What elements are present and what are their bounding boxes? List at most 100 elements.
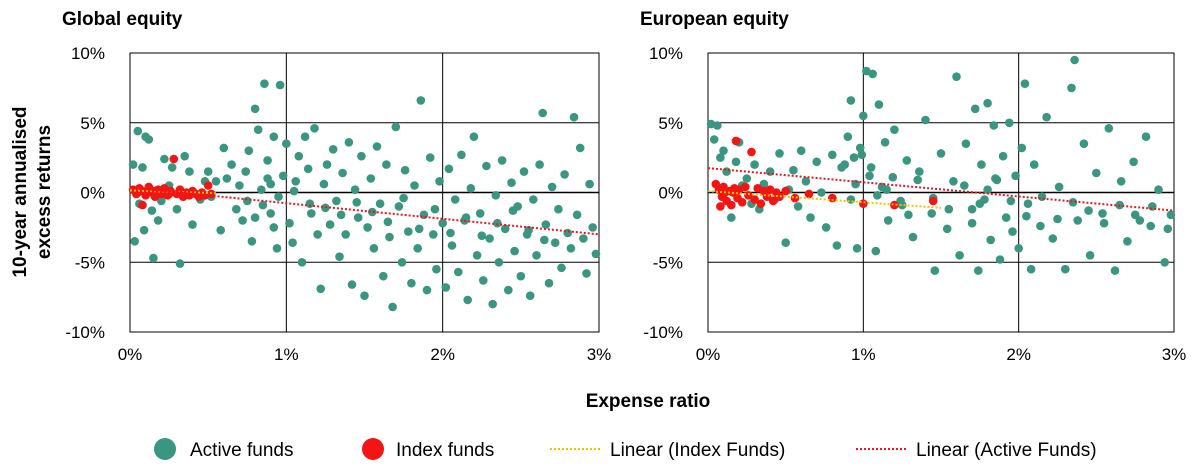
active-fund-point [727, 213, 736, 222]
active-fund-point [497, 156, 507, 165]
active-fund-point [538, 108, 547, 118]
active-fund-point [585, 179, 594, 189]
active-fund-point [352, 198, 362, 207]
active-fund-point [263, 174, 272, 183]
active-fund-point [921, 115, 930, 125]
index-fund-point [133, 188, 143, 197]
active-fund-point [472, 251, 482, 260]
active-fund-point [930, 266, 940, 275]
active-fund-point [983, 98, 992, 108]
active-fund-point [544, 278, 554, 288]
active-fund-point [986, 235, 995, 245]
index-fund-point [169, 154, 179, 164]
index-fund-point [716, 202, 725, 211]
active-fund-point [851, 179, 860, 189]
active-fund-point [890, 125, 899, 134]
active-fund-point [300, 132, 310, 141]
y-tick-labels-global: 10% 5% 0% -5% -10% [65, 44, 105, 342]
active-fund-point [865, 171, 874, 181]
index-fund-point [138, 200, 147, 210]
active-fund-point [294, 151, 304, 161]
active-fund-point [425, 153, 435, 162]
active-fund-point [332, 196, 341, 206]
active-fund-point [341, 230, 351, 239]
active-fund-point [454, 267, 463, 277]
active-fund-point [560, 170, 569, 179]
active-fund-point [960, 181, 969, 190]
active-fund-point [272, 244, 282, 253]
active-fund-point [416, 96, 426, 105]
index-fund-point [727, 200, 736, 210]
active-fund-point [1079, 139, 1089, 148]
active-fund-point [1067, 83, 1076, 93]
active-fund-point [1037, 192, 1047, 201]
active-fund-point [524, 225, 533, 235]
active-fund-point [391, 122, 401, 132]
active-fund-point [285, 218, 294, 228]
active-fund-point [269, 132, 279, 141]
active-fund-point [475, 209, 485, 218]
active-fund-point [1026, 264, 1036, 274]
active-fund-point [363, 223, 372, 232]
active-fund-point [541, 220, 551, 229]
active-fund-point [557, 263, 566, 273]
active-fund-point [529, 195, 538, 204]
active-fund-point [532, 251, 541, 260]
active-fund-point [149, 253, 158, 263]
y-axis-title-line-2: excess returns [34, 125, 55, 259]
active-fund-point [469, 132, 479, 141]
active-fund-point [444, 164, 454, 174]
active-fund-point [874, 100, 884, 109]
active-fund-point [441, 283, 451, 292]
x-tick-label: 2% [1006, 345, 1031, 364]
legend-label-linear-active: Linear (Active Funds) [916, 440, 1097, 461]
active-fund-point [353, 213, 363, 222]
active-fund-point [180, 151, 189, 161]
active-fund-point [1084, 206, 1093, 215]
active-points-global [128, 79, 601, 312]
active-fund-point [297, 258, 307, 267]
active-fund-point [1006, 196, 1016, 206]
active-fund-point [897, 200, 907, 210]
active-fund-point [908, 232, 918, 242]
active-fund-point [368, 207, 377, 217]
active-fund-point [288, 238, 297, 247]
active-fund-point [927, 209, 936, 218]
active-fund-point [394, 202, 404, 211]
active-fund-point [222, 174, 232, 183]
active-fund-point [479, 276, 488, 285]
active-fund-point [188, 220, 197, 229]
active-fund-point [801, 177, 811, 186]
chart-european-equity: European equity 10% 5% 0% -5% -10% 0% 1% 2% 3% [640, 9, 1186, 364]
active-fund-point [266, 209, 276, 218]
active-fund-point [243, 196, 252, 206]
index-fund-point [747, 147, 756, 157]
active-fund-point [422, 285, 432, 295]
active-fund-point [335, 252, 344, 261]
active-fund-point [227, 160, 236, 169]
active-fund-point [241, 167, 250, 176]
active-fund-point [983, 185, 992, 194]
active-fund-point [821, 223, 831, 232]
active-fund-point [338, 168, 347, 178]
active-fund-point [493, 218, 502, 228]
active-fund-point [525, 291, 535, 301]
active-fund-point [232, 204, 241, 214]
index-fund-point [775, 192, 784, 201]
active-fund-point [167, 163, 177, 172]
index-fund-point [750, 195, 759, 204]
active-fund-point [840, 160, 849, 169]
active-fund-point [382, 160, 391, 169]
active-fund-point [258, 200, 268, 210]
legend-marker-index-funds [362, 438, 384, 460]
active-fund-point [781, 238, 790, 247]
active-fund-point [1048, 234, 1058, 243]
active-fund-point [414, 224, 424, 234]
active-fund-point [1023, 199, 1033, 208]
active-fund-point [446, 228, 455, 238]
active-fund-point [713, 121, 722, 130]
active-fund-point [1014, 244, 1023, 253]
active-fund-point [1008, 227, 1017, 236]
active-fund-point [504, 285, 513, 295]
active-fund-point [325, 220, 335, 229]
